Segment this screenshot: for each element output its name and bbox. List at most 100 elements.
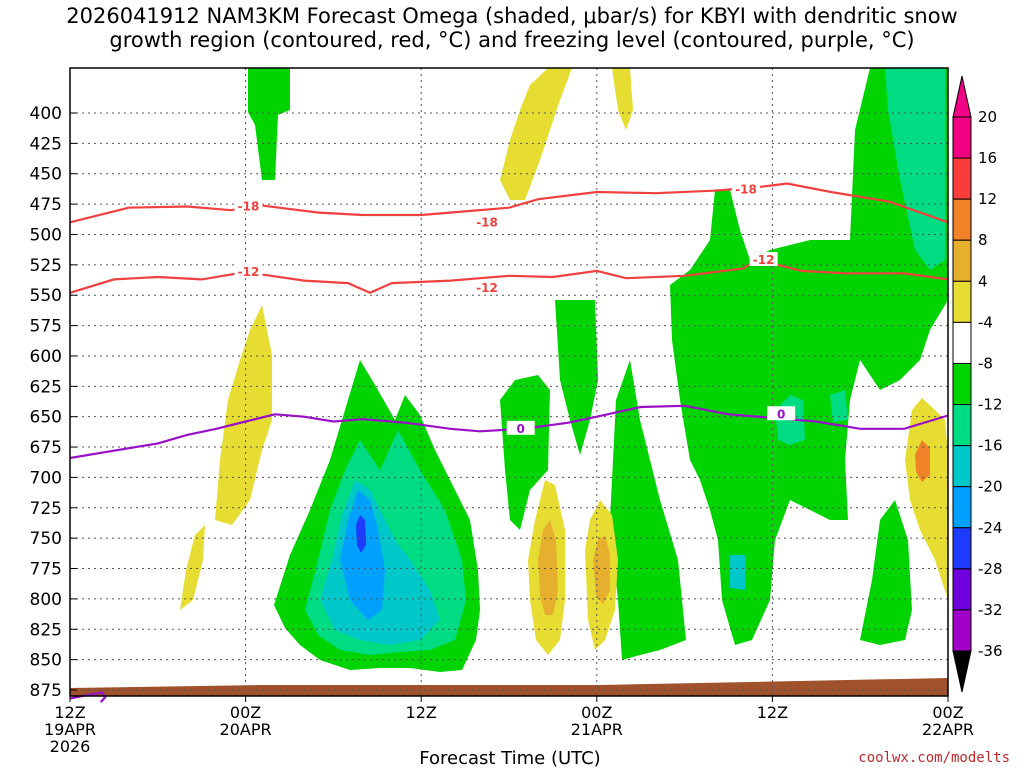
x-tick-label: 19APR [44,720,96,739]
y-tick-label: 400 [30,104,62,124]
x-tick-label: 20APR [220,720,272,739]
x-tick-label: 21APR [571,720,623,739]
credit-text: coolwx.com/modelts [858,750,1010,766]
omega-inner-right-small [830,390,848,422]
colorbar-bin [952,609,972,652]
colorbar-bin [952,280,972,323]
y-tick-label: 750 [30,529,62,549]
colorbar-tick-label: -16 [978,437,1003,455]
y-axis-ticks: 400 425 450 475 500 525 550 575 600 625 650 675 700 7… [30,104,77,701]
colorbar-bin [952,362,972,406]
y-tick-label: 725 [30,499,62,519]
omega-region-yellow-left-small [180,525,205,610]
contour-label: -12 [238,265,260,279]
y-tick-label: 700 [30,468,62,488]
y-tick-label: 650 [30,408,62,428]
contour-label: 0 [517,422,525,436]
y-tick-label: 525 [30,256,62,276]
x-axis-label: Forecast Time (UTC) [419,748,600,768]
colorbar-tick-label: -24 [978,519,1003,537]
contour-label: -18 [735,183,757,197]
omega-region-yellow-top-right [612,68,633,130]
y-tick-label: 575 [30,317,62,337]
terrain-surface [70,678,948,696]
colorbar-tick-label: 8 [978,231,988,249]
colorbar: -36 -32 -28 -24 -20 -16 -12 -8 -4 4 8 12 16 20 [952,75,1003,693]
colorbar-tick-label: -12 [978,396,1003,414]
omega-inner-upper-right [885,68,945,270]
contour-label-bg [732,181,761,196]
omega-region-yellow-top [500,68,572,200]
colorbar-tick-label: 20 [978,108,997,126]
colorbar-bin [952,404,972,447]
colorbar-bin [952,527,972,570]
x-tick-label: 12Z [406,703,437,722]
contour-label: -12 [753,253,775,267]
chart-title-line1: 2026041912 NAM3KM Forecast Omega (shaded… [66,4,958,28]
y-tick-label: 875 [30,681,62,701]
contour-lines: -18 -18 -18 -12 -12 -12 0 0 [69,181,949,703]
gridlines [70,68,948,696]
contour-line [69,182,949,224]
contour-label: 0 [777,407,785,421]
colorbar-top-arrow [952,75,972,118]
contour-label: -18 [476,215,498,229]
colorbar-bin [952,198,972,241]
colorbar-bin [952,116,972,159]
colorbar-tick-label: -36 [978,642,1003,660]
omega-region-center-lower [610,360,686,660]
y-tick-label: 550 [30,286,62,306]
omega-region-right-big [670,68,948,645]
colorbar-tick-label: 4 [978,272,988,290]
omega-region-upper-left [248,68,290,180]
y-tick-label: 675 [30,438,62,458]
colorbar-bin [952,239,972,282]
x-tick-label: 2026 [50,737,91,756]
contour-label-bg [767,406,796,421]
y-tick-label: 600 [30,347,62,367]
omega-region-yellow-right [905,398,948,600]
colorbar-tick-label: 12 [978,190,997,208]
omega-core-lightblue [340,490,385,620]
chart-title-line2: growth region (contoured, red, °C) and f… [109,28,915,52]
omega-core-darkblue [356,515,366,553]
plot-frame [69,67,949,697]
contour-label-bg [506,420,535,435]
y-tick-label: 825 [30,620,62,640]
x-tick-label: 00Z [932,703,963,722]
x-tick-label: 00Z [230,703,261,722]
omega-region-yellow-left [215,305,272,525]
colorbar-tick-label: -28 [978,560,1003,578]
colorbar-tick-label: -20 [978,478,1003,496]
y-tick-label: 800 [30,590,62,610]
colorbar-tick-label: -32 [978,601,1003,619]
y-tick-label: 775 [30,560,62,580]
contour-line [69,257,949,295]
omega-region-mid-left [500,375,550,530]
colorbar-tick-label: -4 [978,313,993,331]
y-tick-label: 450 [30,165,62,185]
colorbar-bin [952,486,972,529]
contour-label-bg [234,264,263,279]
contour-label-bg [473,279,502,294]
contour-label: -12 [476,281,498,295]
colorbar-bottom-arrow [952,650,972,693]
omega-core-orange-2 [593,535,610,605]
x-tick-label: 12Z [54,703,85,722]
omega-region-right-lower [860,500,912,645]
omega-core-orange-1 [538,520,558,615]
colorbar-bin [952,445,972,488]
colorbar-bin [952,321,972,364]
contour-label-bg [473,214,502,229]
y-tick-label: 500 [30,225,62,245]
colorbar-bin [952,568,972,611]
omega-inner-right-low [730,555,745,590]
x-tick-label: 22APR [922,720,974,739]
x-tick-label: 00Z [581,703,612,722]
x-tick-label: 12Z [757,703,788,722]
y-tick-label: 425 [30,134,62,154]
y-tick-label: 850 [30,651,62,671]
contour-label-bg [234,198,263,213]
